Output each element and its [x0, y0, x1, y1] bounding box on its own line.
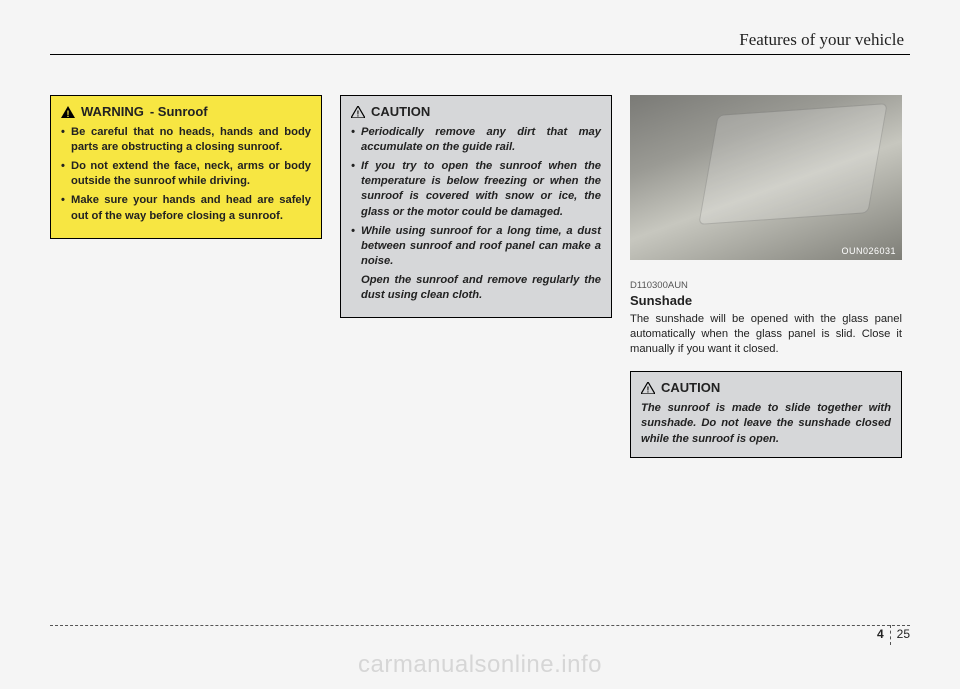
watermark: carmanualsonline.info — [0, 651, 960, 679]
svg-text:!: ! — [357, 109, 360, 118]
caution-icon: ! — [641, 382, 655, 394]
caution-1-bullet: Periodically remove any dirt that may ac… — [351, 125, 601, 155]
caution-1-label: CAUTION — [371, 104, 430, 119]
warning-bullet: Make sure your hands and head are safely… — [61, 193, 311, 223]
footer-chapter: 4 — [871, 625, 891, 645]
section-heading: Sunshade — [630, 293, 902, 308]
column-3: OUN026031 D110300AUN Sunshade The sunsha… — [630, 95, 902, 458]
warning-subject: - Sunroof — [150, 104, 208, 119]
section-code: D110300AUN — [630, 280, 902, 291]
column-1: ! WARNING - Sunroof Be careful that no h… — [50, 95, 322, 458]
caution-box-1: ! CAUTION Periodically remove any dirt t… — [340, 95, 612, 318]
caution-1-title: ! CAUTION — [351, 104, 601, 119]
warning-bullet: Do not extend the face, neck, arms or bo… — [61, 159, 311, 189]
section-title: Features of your vehicle — [50, 30, 910, 54]
warning-icon: ! — [61, 106, 75, 118]
sunroof-photo: OUN026031 — [630, 95, 902, 260]
caution-box-2: ! CAUTION The sunroof is made to slide t… — [630, 371, 902, 457]
columns: ! WARNING - Sunroof Be careful that no h… — [50, 95, 910, 458]
caution-icon: ! — [351, 106, 365, 118]
page-content: Features of your vehicle ! WARNING - Sun… — [50, 30, 910, 630]
footer-right: 4 25 — [871, 625, 910, 645]
caution-1-bullet: If you try to open the sunroof when the … — [351, 159, 601, 219]
section-body: The sunshade will be opened with the gla… — [630, 312, 902, 357]
header-rule — [50, 54, 910, 55]
photo-label: OUN026031 — [841, 246, 896, 256]
svg-text:!: ! — [647, 385, 650, 394]
section-block: D110300AUN Sunshade The sunshade will be… — [630, 274, 902, 357]
warning-box: ! WARNING - Sunroof Be careful that no h… — [50, 95, 322, 239]
caution-1-bullet: While using sunroof for a long time, a d… — [351, 224, 601, 269]
caution-2-label: CAUTION — [661, 380, 720, 395]
footer-page: 25 — [891, 625, 910, 645]
warning-bullet: Be careful that no heads, hands and body… — [61, 125, 311, 155]
caution-1-bullets: Periodically remove any dirt that may ac… — [351, 125, 601, 303]
footer: 4 25 — [50, 625, 910, 645]
caution-1-continuation: Open the sunroof and remove regularly th… — [351, 273, 601, 303]
caution-2-title: ! CAUTION — [641, 380, 891, 395]
warning-bullets: Be careful that no heads, hands and body… — [61, 125, 311, 224]
svg-text:!: ! — [67, 109, 70, 118]
warning-title: ! WARNING - Sunroof — [61, 104, 311, 119]
column-2: ! CAUTION Periodically remove any dirt t… — [340, 95, 612, 458]
warning-label: WARNING — [81, 104, 144, 119]
caution-2-body: The sunroof is made to slide together wi… — [641, 401, 891, 446]
